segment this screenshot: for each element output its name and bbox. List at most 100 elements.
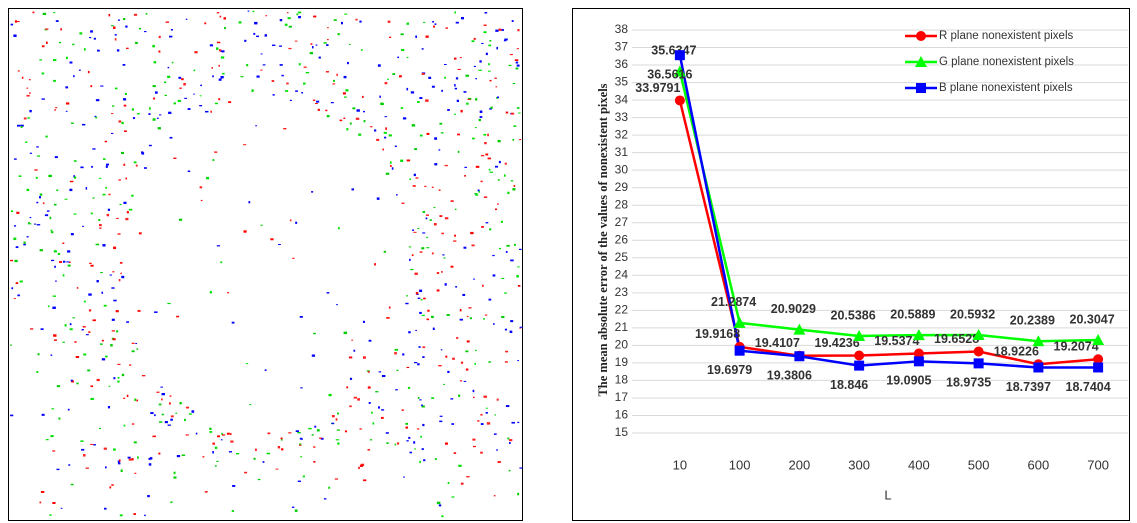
- speckle-dot: [145, 13, 148, 15]
- speckle-dot: [453, 452, 457, 454]
- speckle-dot: [184, 97, 188, 99]
- speckle-dot: [227, 292, 230, 294]
- speckle-dot: [42, 12, 47, 16]
- y-tick-label: 24: [615, 267, 629, 281]
- speckle-dot: [453, 240, 457, 242]
- speckle-dot: [501, 277, 505, 280]
- speckle-dot: [443, 257, 446, 259]
- speckle-dot: [133, 13, 138, 16]
- data-label: 20.5932: [950, 307, 995, 321]
- speckle-dot: [316, 100, 320, 103]
- speckle-dot: [115, 87, 118, 90]
- speckle-dot: [117, 363, 121, 366]
- speckle-dot: [212, 451, 214, 454]
- speckle-dot: [295, 90, 299, 92]
- speckle-dot: [81, 329, 84, 331]
- speckle-dot: [434, 137, 438, 140]
- speckle-dot: [72, 317, 75, 319]
- speckle-dot: [406, 87, 409, 91]
- speckle-dot: [127, 456, 131, 459]
- data-label: 20.2389: [1010, 314, 1055, 328]
- speckle-dot: [479, 110, 483, 113]
- speckle-dot: [28, 222, 30, 224]
- point: [916, 83, 926, 93]
- speckle-dot: [473, 445, 476, 448]
- speckle-dot: [279, 45, 282, 47]
- speckle-dot: [73, 75, 75, 78]
- speckle-dot: [405, 422, 409, 425]
- speckle-dot: [134, 398, 137, 401]
- point: [1093, 362, 1104, 373]
- speckle-dot: [479, 116, 483, 118]
- speckle-dot: [55, 280, 57, 282]
- speckle-dot: [422, 423, 425, 427]
- speckle-dot: [465, 74, 469, 77]
- speckle-dot: [368, 402, 371, 404]
- speckle-dot: [255, 448, 257, 452]
- speckle-dot: [13, 298, 16, 300]
- speckle-dot: [370, 126, 373, 128]
- speckle-dot: [170, 501, 173, 504]
- speckle-dot: [177, 99, 182, 102]
- speckle-dot: [111, 132, 114, 134]
- speckle-dot: [17, 124, 21, 127]
- speckle-dot: [313, 15, 317, 18]
- speckle-dot: [235, 453, 240, 455]
- speckle-dot: [218, 98, 221, 101]
- speckle-dot: [289, 219, 292, 222]
- speckle-dot: [82, 225, 85, 227]
- speckle-dot: [296, 13, 299, 16]
- speckle-dot: [42, 202, 45, 205]
- speckle-dot: [218, 64, 220, 67]
- speckle-dot: [289, 99, 292, 102]
- speckle-dot: [67, 264, 71, 267]
- speckle-dot: [141, 375, 146, 377]
- speckle-dot: [396, 442, 400, 445]
- series-line: [678, 100, 1099, 366]
- speckle-dot: [411, 254, 414, 257]
- speckle-dot: [498, 28, 502, 31]
- speckle-dot: [175, 412, 177, 414]
- speckle-dot: [90, 30, 93, 33]
- speckle-dot: [117, 233, 121, 235]
- speckle-dot: [363, 479, 367, 482]
- speckle-dot: [15, 282, 19, 285]
- speckle-dot: [10, 414, 14, 417]
- speckle-dot: [485, 222, 489, 224]
- speckle-dot: [62, 341, 65, 343]
- speckle-dot: [26, 236, 29, 238]
- speckle-dot: [433, 25, 435, 28]
- y-tick-label: 23: [615, 285, 629, 299]
- speckle-dot: [278, 244, 281, 246]
- speckle-dot: [138, 232, 142, 235]
- data-label: 20.3047: [1070, 312, 1115, 326]
- speckle-dot: [432, 327, 435, 331]
- speckle-dot: [406, 440, 409, 442]
- speckle-dot: [475, 165, 480, 168]
- speckle-dot: [326, 292, 330, 294]
- speckle-dot: [76, 287, 79, 289]
- speckle-dot: [92, 148, 96, 150]
- speckle-dot: [66, 56, 68, 60]
- speckle-dot: [334, 478, 339, 480]
- speckle-dot: [311, 354, 316, 357]
- speckle-dot: [337, 33, 340, 36]
- speckle-dot: [104, 507, 107, 510]
- speckle-dot: [451, 496, 455, 498]
- speckle-dot: [209, 431, 213, 433]
- speckle-dot: [434, 163, 438, 166]
- speckle-dot: [508, 469, 511, 472]
- speckle-dot: [325, 71, 329, 73]
- speckle-dot: [82, 123, 86, 126]
- speckle-dot: [492, 254, 495, 257]
- speckle-dot: [221, 432, 223, 435]
- speckle-dot: [39, 501, 42, 504]
- speckle-dot: [221, 50, 225, 53]
- speckle-dot: [199, 105, 203, 107]
- speckle-dot: [413, 173, 416, 177]
- speckle-dot: [512, 83, 516, 85]
- speckle-dot: [444, 283, 447, 286]
- speckle-dot: [473, 278, 475, 280]
- speckle-image: [10, 10, 524, 518]
- speckle-dot: [90, 443, 94, 445]
